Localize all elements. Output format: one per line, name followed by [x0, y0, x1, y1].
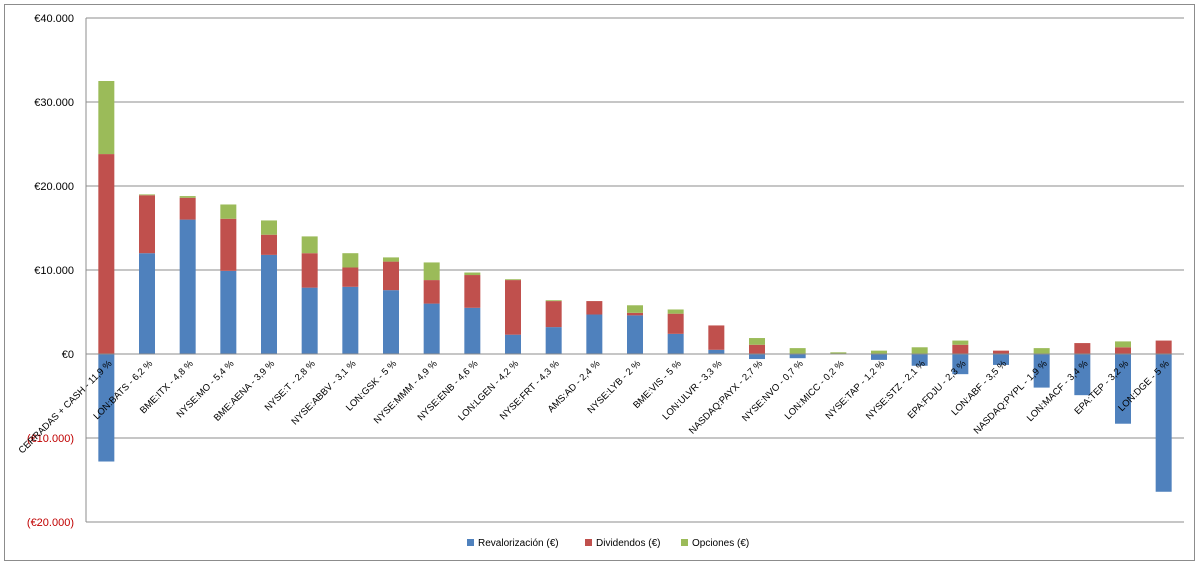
- bar-dividendos: [220, 218, 237, 271]
- bar-dividendos: [301, 253, 318, 288]
- bar-dividendos: [708, 325, 725, 350]
- y-tick-label: €10.000: [34, 265, 74, 277]
- bar-opciones: [139, 194, 155, 196]
- bar-dividendos: [261, 234, 277, 255]
- bar-revalorización: [464, 307, 481, 354]
- y-tick-label: (€10.000): [27, 433, 74, 445]
- bar-dividendos: [423, 280, 440, 304]
- bar-dividendos: [1155, 340, 1172, 354]
- legend-swatch: [585, 539, 592, 546]
- bar-dividendos: [383, 261, 399, 291]
- bar-dividendos: [667, 313, 684, 334]
- bar-opciones: [749, 338, 765, 345]
- bar-opciones: [1115, 341, 1131, 348]
- bar-revalorización: [749, 354, 765, 360]
- y-tick-label: €0: [62, 349, 74, 361]
- x-tick-label: NASDAQ:PAYX - 2,7 %: [687, 358, 765, 436]
- bar-dividendos: [179, 197, 196, 220]
- bar-revalorización: [952, 354, 969, 375]
- bar-opciones: [383, 257, 399, 262]
- bar-dividendos: [952, 344, 969, 354]
- bar-dividendos: [139, 195, 155, 254]
- bar-opciones: [952, 340, 969, 345]
- chart-frame: €40.000 €30.000 €20.000 €10.000 €0 (€10.000) (…: [4, 4, 1195, 561]
- bar-opciones: [789, 348, 806, 354]
- bar-dividendos: [586, 301, 603, 315]
- bar-opciones: [261, 220, 277, 235]
- bar-dividendos: [545, 301, 562, 328]
- bar-dividendos: [505, 280, 521, 335]
- bar-revalorización: [627, 315, 643, 354]
- bar-dividendos: [627, 312, 643, 316]
- bar-opciones: [98, 81, 115, 155]
- bar-revalorización: [993, 354, 1009, 365]
- bar-dividendos: [993, 350, 1009, 354]
- stacked-bar-chart: €40.000 €30.000 €20.000 €10.000 €0 (€10.000) (…: [17, 13, 1184, 549]
- bar-revalorización: [342, 286, 359, 354]
- y-tick-label: (€20.000): [27, 517, 74, 529]
- legend-swatch: [467, 539, 474, 546]
- bar-dividendos: [749, 344, 765, 354]
- legend-label: Revalorización (€): [478, 538, 559, 549]
- y-tick-label: €40.000: [34, 13, 74, 25]
- bar-dividendos: [342, 267, 359, 287]
- bar-revalorización: [220, 270, 237, 354]
- bar-revalorización: [708, 349, 725, 354]
- bar-dividendos: [1115, 347, 1131, 354]
- bar-revalorización: [383, 290, 399, 354]
- bar-revalorización: [301, 287, 318, 354]
- bar-revalorización: [545, 327, 562, 354]
- bar-revalorización: [871, 354, 887, 360]
- bar-revalorización: [505, 334, 521, 354]
- bar-opciones: [830, 352, 847, 354]
- bar-revalorización: [1155, 354, 1172, 492]
- bar-opciones: [1033, 348, 1050, 354]
- bar-revalorización: [98, 354, 115, 462]
- legend-swatch: [681, 539, 688, 546]
- legend-label: Dividendos (€): [596, 538, 660, 549]
- bar-opciones: [342, 253, 359, 268]
- bar-opciones: [220, 204, 237, 219]
- bar-revalorización: [261, 254, 277, 354]
- bar-revalorización: [911, 354, 928, 366]
- bar-revalorización: [1033, 354, 1050, 388]
- y-tick-label: €30.000: [34, 97, 74, 109]
- bar-opciones: [423, 262, 440, 281]
- bar-opciones: [545, 300, 562, 302]
- bar-opciones: [179, 196, 196, 198]
- legend-label: Opciones (€): [692, 538, 749, 549]
- bar-revalorización: [586, 314, 603, 354]
- bar-dividendos: [464, 275, 481, 308]
- bar-opciones: [911, 347, 928, 354]
- bar-opciones: [667, 309, 684, 314]
- bar-dividendos: [98, 154, 115, 354]
- bar-revalorización: [667, 333, 684, 354]
- bar-opciones: [464, 272, 481, 276]
- bar-revalorización: [139, 253, 155, 354]
- bar-revalorización: [789, 354, 806, 359]
- x-tick-label: NASDAQ:PYPL - 1,9 %: [972, 358, 1050, 436]
- y-tick-label: €20.000: [34, 181, 74, 193]
- bar-revalorización: [1115, 354, 1131, 424]
- bar-opciones: [627, 305, 643, 313]
- bar-opciones: [871, 350, 887, 354]
- bar-revalorización: [1074, 354, 1091, 396]
- bar-dividendos: [1074, 343, 1091, 354]
- bar-opciones: [505, 279, 521, 281]
- bar-revalorización: [423, 303, 440, 354]
- bar-revalorización: [179, 219, 196, 354]
- bar-opciones: [301, 236, 318, 254]
